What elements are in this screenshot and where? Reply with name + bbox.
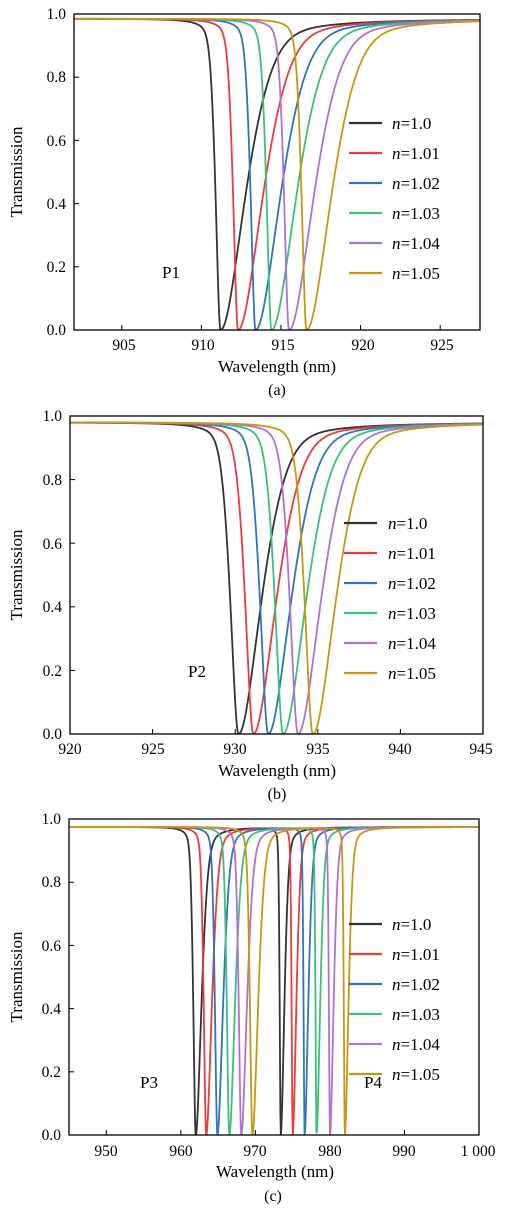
legend-b: n=1.0 n=1.01 n=1.02 n=1.03 n=1.04 n=1.05 [344,514,436,683]
legend-label: n=1.03 [392,1005,440,1024]
legend-label: n=1.01 [392,144,440,163]
x-tick-label: 920 [58,741,82,758]
legend-label: n=1.02 [392,174,440,193]
y-tick-label: 1.0 [42,811,62,828]
y-axis-title: Transmission [7,126,26,218]
figure-caption: (b) [268,786,287,803]
x-tick-label: 950 [94,1143,118,1160]
legend-label: n=1.0 [388,514,427,533]
y-tick-label: 0.4 [42,1001,62,1018]
panel-b: 0.0 0.2 0.4 0.6 0.8 1.0 920 925 930 935 … [7,408,493,803]
peak-label: P1 [162,263,180,282]
x-tick-label: 980 [318,1143,342,1160]
x-tick-label: 945 [469,741,493,758]
legend-label: n=1.01 [388,544,436,563]
legend-label: n=1.05 [392,1065,440,1084]
legend-label: n=1.03 [392,204,440,223]
x-tick-label: 910 [191,337,215,354]
figure-caption: (a) [268,382,286,399]
y-tick-label: 0.6 [43,536,63,553]
axes-frame-c [68,818,480,1136]
legend-label: n=1.04 [392,234,440,253]
x-tick-label: 905 [112,337,136,354]
y-tick-label: 0.4 [47,196,67,213]
series-line [70,421,483,734]
x-tick-label: 1 000 [461,1143,496,1160]
y-tick-label: 1.0 [43,408,63,425]
legend-label: n=1.03 [388,604,436,623]
y-tick-label: 0.6 [42,938,62,955]
x-tick-label: 925 [141,741,165,758]
x-axis-title: Wavelength (nm) [218,357,336,376]
legend-label: n=1.02 [392,975,440,994]
x-tick-label: 925 [430,337,454,354]
legend-label: n=1.0 [392,915,431,934]
legend-label: n=1.04 [392,1035,440,1054]
x-tick-label: 930 [223,741,247,758]
x-tick-label: 970 [243,1143,267,1160]
x-tick-label: 990 [392,1143,416,1160]
plot-area-a [74,13,480,331]
y-tick-label: 0.8 [47,69,67,86]
y-tick-label: 0.8 [42,874,62,891]
series-line [74,17,480,330]
plot-area-b [69,415,484,735]
axes-frame-b [69,415,484,735]
legend-a: n=1.0 n=1.01 n=1.02 n=1.03 n=1.04 n=1.05 [349,114,440,283]
legend-label: n=1.05 [392,264,440,283]
plot-area-c [69,818,480,1136]
x-axis-title: Wavelength (nm) [218,761,336,780]
legend-label: n=1.01 [392,945,440,964]
x-tick-label: 920 [351,337,375,354]
legend-label: n=1.02 [388,574,436,593]
legend-label: n=1.04 [388,634,436,653]
x-tick-label: 935 [306,741,330,758]
peak-label: P2 [188,662,206,681]
y-tick-label: 0.0 [43,726,63,743]
legend-label: n=1.0 [392,114,431,133]
x-tick-label: 940 [388,741,412,758]
y-tick-label: 0.6 [47,133,67,150]
x-tick-label: 915 [271,337,295,354]
legend-c: n=1.0 n=1.01 n=1.02 n=1.03 n=1.04 n=1.05 [349,915,440,1084]
axes-frame-a [73,13,481,331]
y-axis-title: Transmission [7,931,26,1023]
y-tick-label: 0.2 [42,1064,61,1081]
panel-a: 0.0 0.2 0.4 0.6 0.8 1.0 905 910 915 920 … [7,6,481,399]
y-axis-title: Transmission [7,529,26,621]
y-tick-label: 0.8 [43,472,63,489]
y-tick-label: 0.4 [43,599,63,616]
x-tick-label: 960 [169,1143,193,1160]
peak-label: P4 [364,1073,382,1092]
y-tick-label: 0.2 [43,663,62,680]
legend-label: n=1.05 [388,664,436,683]
y-tick-label: 0.0 [42,1127,62,1144]
x-axis-title: Wavelength (nm) [216,1162,334,1181]
series-line [69,826,479,1135]
figure-caption: (c) [264,1188,282,1205]
y-tick-label: 0.0 [47,322,67,339]
panel-c: 0.0 0.2 0.4 0.6 0.8 1.0 950 960 970 980 … [7,811,496,1205]
peak-label: P3 [140,1073,158,1092]
y-tick-label: 0.2 [47,259,66,276]
y-tick-label: 1.0 [47,6,67,23]
